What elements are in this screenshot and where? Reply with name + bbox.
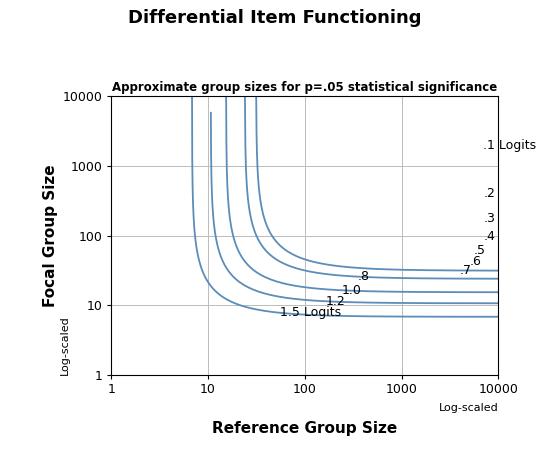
Text: .5: .5 — [473, 243, 485, 257]
Text: .7: .7 — [460, 264, 472, 277]
Text: 1.2: 1.2 — [326, 295, 345, 308]
Text: 1.0: 1.0 — [342, 284, 361, 297]
Text: Log-scaled: Log-scaled — [60, 315, 70, 375]
Text: .2: .2 — [483, 187, 495, 200]
Text: Log-scaled: Log-scaled — [439, 403, 498, 413]
X-axis label: Reference Group Size: Reference Group Size — [212, 421, 398, 436]
Title: Approximate group sizes for p=.05 statistical significance: Approximate group sizes for p=.05 statis… — [112, 81, 497, 94]
Y-axis label: Focal Group Size: Focal Group Size — [42, 164, 58, 307]
Text: .6: .6 — [469, 255, 481, 267]
Text: .4: .4 — [483, 230, 495, 243]
Text: .3: .3 — [483, 212, 495, 225]
Text: .1 Logits: .1 Logits — [483, 139, 536, 152]
Text: 1.5 Logits: 1.5 Logits — [280, 306, 341, 319]
Text: .8: .8 — [358, 270, 370, 283]
Text: Differential Item Functioning: Differential Item Functioning — [128, 9, 422, 27]
